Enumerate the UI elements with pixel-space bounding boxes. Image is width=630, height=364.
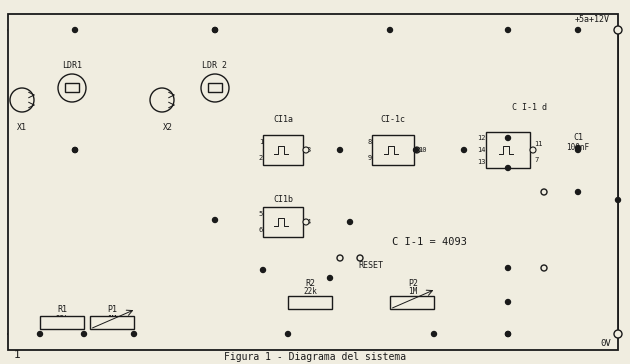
Text: +5a+12V: +5a+12V — [575, 16, 610, 24]
Text: X1: X1 — [17, 123, 27, 131]
Circle shape — [462, 147, 466, 153]
Circle shape — [414, 147, 420, 153]
Text: 4: 4 — [307, 219, 311, 225]
Circle shape — [337, 255, 343, 261]
Circle shape — [616, 198, 621, 202]
Text: 11: 11 — [534, 141, 542, 147]
Circle shape — [541, 265, 547, 271]
Text: 1: 1 — [259, 139, 263, 145]
Circle shape — [505, 265, 510, 270]
Circle shape — [575, 28, 580, 32]
Circle shape — [387, 28, 392, 32]
Text: C I-1 d: C I-1 d — [512, 103, 547, 112]
Circle shape — [212, 218, 217, 222]
Bar — [65, 83, 79, 92]
Circle shape — [575, 190, 580, 194]
Circle shape — [338, 147, 343, 153]
Text: 1M: 1M — [408, 288, 418, 297]
Text: 5: 5 — [259, 211, 263, 217]
Text: 12: 12 — [478, 135, 486, 141]
Circle shape — [38, 332, 42, 336]
Text: C1: C1 — [573, 134, 583, 142]
Circle shape — [614, 330, 622, 338]
Text: 1: 1 — [14, 350, 21, 360]
Text: 1M: 1M — [107, 314, 117, 324]
Circle shape — [614, 26, 622, 34]
Circle shape — [72, 147, 77, 153]
Circle shape — [505, 332, 510, 336]
Text: RESET: RESET — [358, 261, 383, 269]
Text: 22k: 22k — [55, 314, 69, 324]
Text: R2: R2 — [305, 278, 315, 288]
Text: 0V: 0V — [600, 340, 610, 348]
Circle shape — [285, 332, 290, 336]
Text: LDR1: LDR1 — [62, 60, 82, 70]
Circle shape — [303, 147, 309, 153]
Text: Figura 1 - Diagrama del sistema: Figura 1 - Diagrama del sistema — [224, 352, 406, 362]
Circle shape — [132, 332, 137, 336]
Text: X2: X2 — [163, 123, 173, 131]
Text: 7: 7 — [534, 157, 538, 163]
Bar — [90, 316, 134, 329]
Circle shape — [413, 147, 418, 153]
Circle shape — [575, 146, 580, 150]
Circle shape — [260, 268, 265, 273]
Text: 10: 10 — [418, 147, 427, 153]
Text: CI1a: CI1a — [273, 115, 293, 124]
Circle shape — [530, 147, 536, 153]
Text: 8: 8 — [368, 139, 372, 145]
Bar — [263, 207, 303, 237]
Circle shape — [432, 332, 437, 336]
Circle shape — [303, 219, 309, 225]
Text: R1: R1 — [57, 305, 67, 314]
Text: P2: P2 — [408, 278, 418, 288]
Bar — [390, 296, 434, 309]
Text: 3: 3 — [307, 147, 311, 153]
Bar — [208, 83, 222, 92]
Circle shape — [505, 28, 510, 32]
Text: CI-1c: CI-1c — [381, 115, 406, 124]
Text: 14: 14 — [478, 147, 486, 153]
Circle shape — [505, 300, 510, 305]
Text: 2: 2 — [259, 155, 263, 161]
Circle shape — [348, 219, 353, 225]
Circle shape — [505, 166, 510, 170]
Circle shape — [58, 74, 86, 102]
Text: 9: 9 — [368, 155, 372, 161]
Circle shape — [201, 74, 229, 102]
Bar — [288, 296, 332, 309]
Bar — [263, 135, 303, 165]
Circle shape — [505, 332, 510, 336]
Text: C I-1 = 4093: C I-1 = 4093 — [392, 237, 467, 247]
Circle shape — [72, 147, 77, 153]
Bar — [40, 316, 84, 329]
Bar — [486, 132, 530, 168]
Text: CI1b: CI1b — [273, 195, 293, 205]
Text: 100nF: 100nF — [566, 143, 590, 153]
Circle shape — [357, 255, 363, 261]
Circle shape — [575, 147, 580, 153]
Circle shape — [72, 28, 77, 32]
Bar — [372, 135, 414, 165]
Text: 6: 6 — [259, 227, 263, 233]
Circle shape — [10, 88, 34, 112]
Circle shape — [150, 88, 174, 112]
Circle shape — [81, 332, 86, 336]
Circle shape — [505, 135, 510, 141]
Circle shape — [212, 28, 217, 32]
Circle shape — [328, 276, 333, 281]
Text: 22k: 22k — [303, 288, 317, 297]
Text: LDR 2: LDR 2 — [202, 60, 227, 70]
Circle shape — [541, 189, 547, 195]
Text: 13: 13 — [478, 159, 486, 165]
Circle shape — [212, 28, 217, 32]
Text: P1: P1 — [107, 305, 117, 314]
